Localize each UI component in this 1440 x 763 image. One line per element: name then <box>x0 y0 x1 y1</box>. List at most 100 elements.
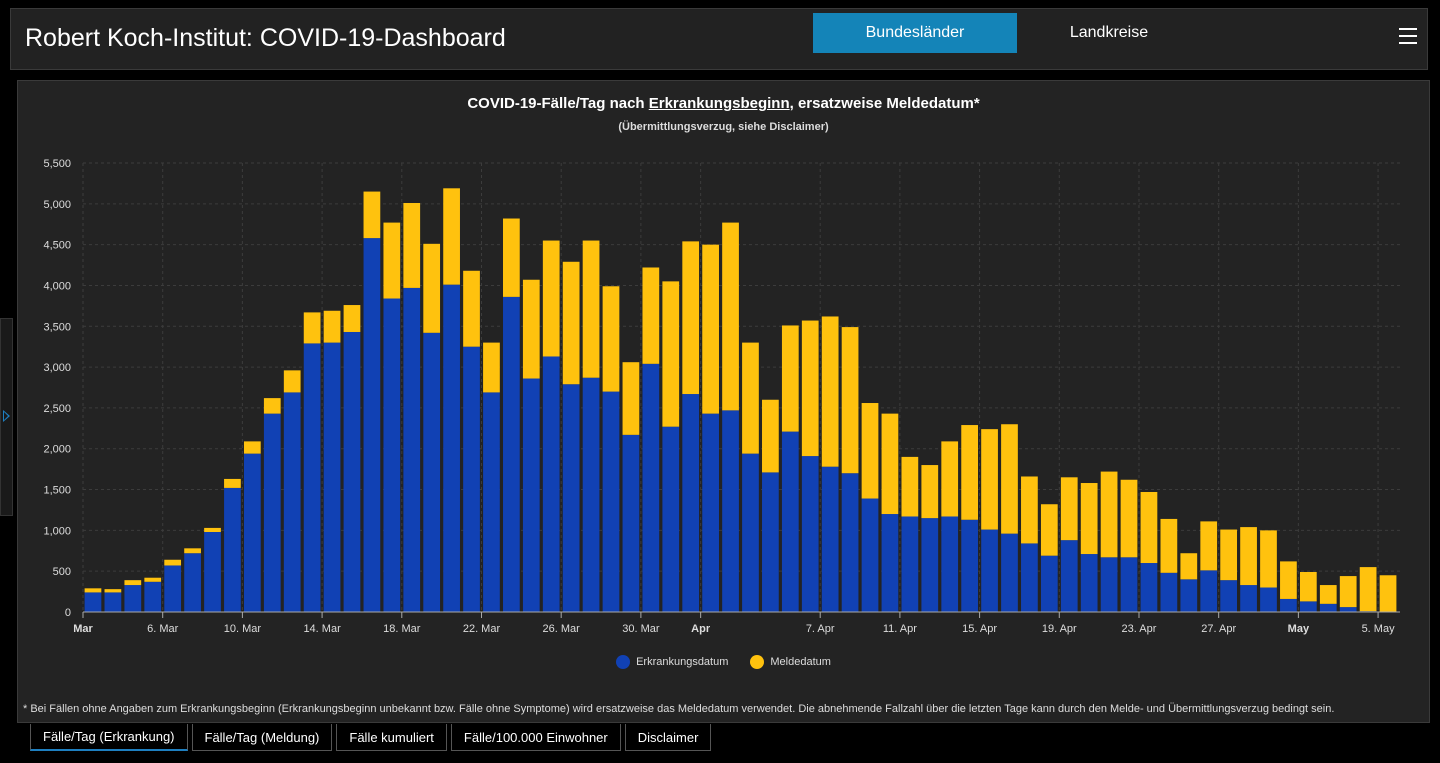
bar-meldedatum <box>243 441 261 454</box>
bar-meldedatum <box>1280 561 1297 599</box>
x-tick-label: 30. Mar <box>622 623 660 635</box>
legend-item-erkrankungsdatum[interactable]: Erkrankungsdatum <box>616 655 728 669</box>
bar-erkrankungsdatum <box>1180 579 1198 612</box>
bar-meldedatum <box>443 188 460 285</box>
y-tick-label: 2,500 <box>43 403 71 415</box>
bar-erkrankungsdatum <box>1160 572 1178 612</box>
bar-meldedatum <box>622 362 640 435</box>
tab-faelle-meldung[interactable]: Fälle/Tag (Meldung) <box>191 724 333 751</box>
app-title: Robert Koch-Institut: COVID-19-Dashboard <box>25 24 506 52</box>
bottom-tab-bar: Fälle/Tag (Erkrankung) Fälle/Tag (Meldun… <box>30 724 715 751</box>
y-tick-label: 4,000 <box>43 280 71 292</box>
bar-erkrankungsdatum <box>303 343 321 612</box>
y-tick-label: 5,000 <box>43 199 71 211</box>
y-tick-label: 3,500 <box>43 321 71 333</box>
chart-panel: COVID-19-Fälle/Tag nach Erkrankungsbegin… <box>17 80 1430 723</box>
bar-meldedatum <box>801 320 819 457</box>
bar-erkrankungsdatum <box>1339 607 1357 612</box>
x-tick-label: 6. Mar <box>147 623 179 635</box>
bar-meldedatum <box>582 240 600 378</box>
bar-meldedatum <box>682 241 700 395</box>
y-tick-label: 1,500 <box>43 485 71 497</box>
bar-erkrankungsdatum <box>204 531 221 612</box>
bar-erkrankungsdatum <box>224 487 241 612</box>
bar-meldedatum <box>1100 471 1118 558</box>
bar-erkrankungsdatum <box>403 287 421 612</box>
bar-meldedatum <box>921 465 939 519</box>
bar-meldedatum <box>1120 479 1138 558</box>
x-tick-label: 23. Apr <box>1122 623 1157 635</box>
bar-meldedatum <box>144 577 162 582</box>
bar-erkrankungsdatum <box>463 346 480 612</box>
bar-meldedatum <box>323 310 341 343</box>
bar-erkrankungsdatum <box>562 384 580 612</box>
bar-erkrankungsdatum <box>343 331 361 612</box>
bar-meldedatum <box>104 589 122 593</box>
chart-title: COVID-19-Fälle/Tag nach Erkrankungsbegin… <box>467 95 980 112</box>
tab-landkreise[interactable]: Landkreise <box>1069 24 1149 41</box>
bar-meldedatum <box>1140 491 1158 564</box>
tab-faelle-erkrankung[interactable]: Fälle/Tag (Erkrankung) <box>30 724 188 751</box>
bar-meldedatum <box>1021 476 1038 544</box>
bar-meldedatum <box>1260 530 1277 588</box>
bar-erkrankungsdatum <box>164 565 182 612</box>
bar-meldedatum <box>423 243 441 333</box>
bar-erkrankungsdatum <box>1280 598 1297 612</box>
bar-erkrankungsdatum <box>602 391 620 612</box>
tab-faelle-pro-einwohner[interactable]: Fälle/100.000 Einwohner <box>450 724 621 751</box>
bar-erkrankungsdatum <box>1100 557 1118 612</box>
x-tick-label: 18. Mar <box>383 623 421 635</box>
chevron-right-icon <box>3 410 10 422</box>
tab-disclaimer[interactable]: Disclaimer <box>624 724 712 751</box>
y-tick-label: 1,000 <box>43 525 71 537</box>
bar-meldedatum <box>1160 518 1178 573</box>
bar-meldedatum <box>881 413 899 515</box>
bar-meldedatum <box>821 316 839 467</box>
legend-label: Erkrankungsdatum <box>636 656 729 668</box>
tab-faelle-kumuliert[interactable]: Fälle kumuliert <box>336 724 447 751</box>
bar-erkrankungsdatum <box>1200 570 1218 612</box>
x-tick-label: 10. Mar <box>224 623 262 635</box>
bar-erkrankungsdatum <box>104 592 122 612</box>
side-panel-toggle[interactable] <box>0 318 13 516</box>
bar-erkrankungsdatum <box>1220 580 1238 612</box>
bar-erkrankungsdatum <box>961 519 978 612</box>
bar-erkrankungsdatum <box>1299 601 1317 612</box>
bar-meldedatum <box>263 398 281 414</box>
bar-erkrankungsdatum <box>84 592 102 612</box>
bar-meldedatum <box>702 244 719 414</box>
bar-meldedatum <box>343 305 361 332</box>
bar-meldedatum <box>981 429 998 530</box>
bar-erkrankungsdatum <box>821 466 839 612</box>
legend-item-meldedatum[interactable]: Meldedatum <box>750 655 831 669</box>
bar-erkrankungsdatum <box>742 453 759 612</box>
bar-erkrankungsdatum <box>662 426 680 612</box>
bar-erkrankungsdatum <box>483 392 500 612</box>
bar-erkrankungsdatum <box>503 296 520 612</box>
x-tick-label: 7. Apr <box>806 623 835 635</box>
chart-subtitle: (Übermittlungsverzug, siehe Disclaimer) <box>618 121 829 133</box>
x-tick-label: 22. Mar <box>463 623 501 635</box>
bar-meldedatum <box>383 222 401 299</box>
bar-meldedatum <box>204 527 221 532</box>
bar-erkrankungsdatum <box>801 456 819 612</box>
bar-meldedatum <box>542 240 560 357</box>
hamburger-menu-icon[interactable] <box>1399 28 1417 44</box>
bar-meldedatum <box>1180 553 1198 580</box>
bar-meldedatum <box>164 559 182 566</box>
bar-meldedatum <box>1220 529 1238 581</box>
x-tick-label: 5. May <box>1362 623 1396 635</box>
bar-meldedatum <box>1001 424 1018 534</box>
disclaimer-footnote: * Bei Fällen ohne Angaben zum Erkrankung… <box>23 703 1335 715</box>
bar-meldedatum <box>483 342 500 393</box>
chart-legend: Erkrankungsdatum Meldedatum <box>18 655 1429 669</box>
bar-meldedatum <box>762 399 779 473</box>
tab-bundeslaender[interactable]: Bundesländer <box>813 13 1017 53</box>
bar-erkrankungsdatum <box>941 516 959 612</box>
bar-erkrankungsdatum <box>1001 533 1018 612</box>
bar-erkrankungsdatum <box>323 342 341 612</box>
bar-erkrankungsdatum <box>383 298 401 612</box>
bar-erkrankungsdatum <box>781 431 799 612</box>
x-tick-label: 26. Mar <box>543 623 581 635</box>
bar-meldedatum <box>403 203 421 288</box>
